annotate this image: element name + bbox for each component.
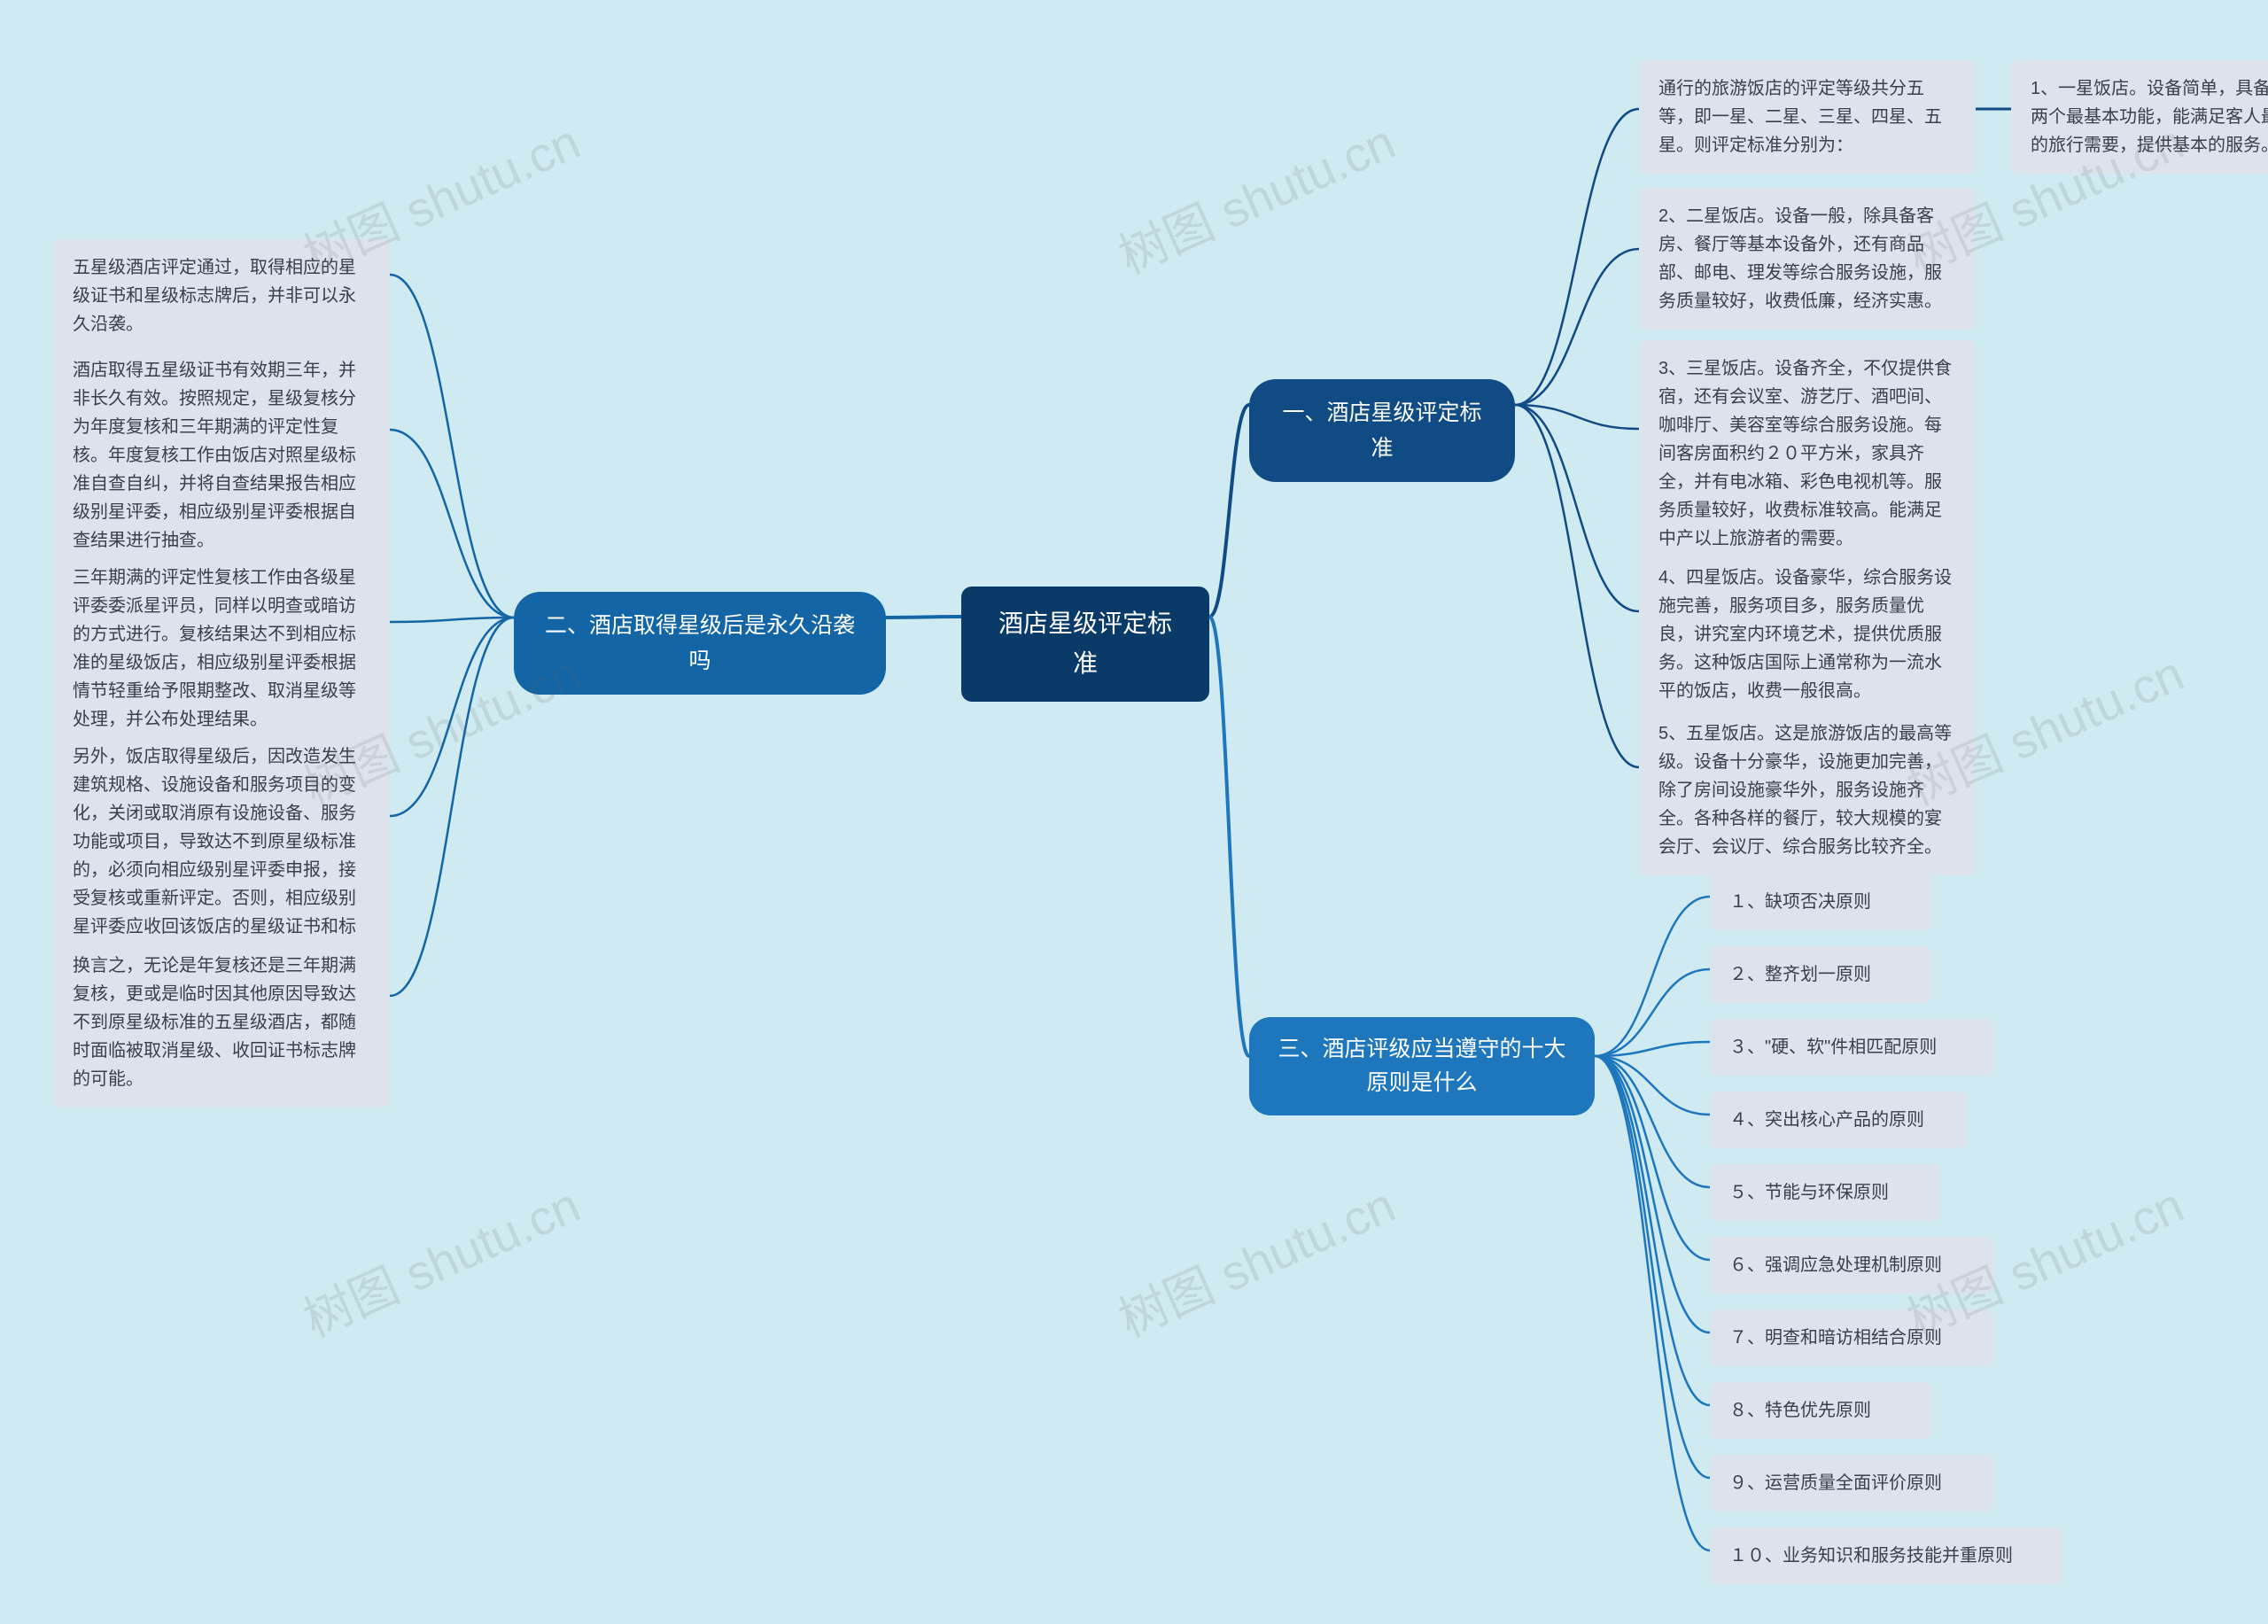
- leaf-node: 酒店取得五星级证书有效期三年，并非长久有效。按照规定，星级复核分为年度复核和三年…: [53, 342, 390, 569]
- root-node: 酒店星级评定标准: [961, 587, 1209, 702]
- leaf-node: 换言之，无论是年复核还是三年期满复核，更或是临时因其他原因导致达不到原星级标准的…: [53, 937, 390, 1107]
- leaf-node: 通行的旅游饭店的评定等级共分五等，即一星、二星、三星、四星、五星。则评定标准分别…: [1639, 60, 1976, 174]
- leaf-node: １０、业务知识和服务技能并重原则: [1710, 1527, 2062, 1584]
- leaf-node: ３、"硬、软"件相匹配原则: [1710, 1019, 1993, 1076]
- leaf-node: ６、强调应急处理机制原则: [1710, 1237, 1993, 1294]
- branch-node-b2: 二、酒店取得星级后是永久沿袭吗: [514, 592, 886, 695]
- leaf-node: 5、五星饭店。这是旅游饭店的最高等级。设备十分豪华，设施更加完善，除了房间设施豪…: [1639, 705, 1976, 875]
- leaf-node: ８、特色优先原则: [1710, 1382, 1931, 1439]
- watermark: 树图 shutu.cn: [1106, 1166, 1404, 1351]
- leaf-node: 4、四星饭店。设备豪华，综合服务设施完善，服务项目多，服务质量优良，讲究室内环境…: [1639, 549, 1976, 719]
- leaf-node: 1、一星饭店。设备简单，具备食、宿两个最基本功能，能满足客人最简单的旅行需要，提…: [2011, 60, 2268, 174]
- leaf-node: ２、整齐划一原则: [1710, 946, 1931, 1003]
- leaf-node: ４、突出核心产品的原则: [1710, 1092, 1967, 1148]
- watermark: 树图 shutu.cn: [291, 1166, 589, 1351]
- leaf-node: 3、三星饭店。设备齐全，不仅提供食宿，还有会议室、游艺厅、酒吧间、咖啡厅、美容室…: [1639, 340, 1976, 567]
- leaf-node: 三年期满的评定性复核工作由各级星评委委派星评员，同样以明查或暗访的方式进行。复核…: [53, 549, 390, 748]
- leaf-node: ５、节能与环保原则: [1710, 1164, 1940, 1221]
- leaf-node: 2、二星饭店。设备一般，除具备客房、餐厅等基本设备外，还有商品部、邮电、理发等综…: [1639, 188, 1976, 330]
- leaf-node: ７、明查和暗访相结合原则: [1710, 1309, 1993, 1366]
- leaf-node: １、缺项否决原则: [1710, 874, 1931, 930]
- leaf-node: ９、运营质量全面评价原则: [1710, 1455, 1993, 1511]
- branch-node-b1: 一、酒店星级评定标准: [1249, 379, 1515, 482]
- watermark: 树图 shutu.cn: [1106, 103, 1404, 288]
- branch-node-b3: 三、酒店评级应当遵守的十大原则是什么: [1249, 1017, 1595, 1115]
- leaf-node: 五星级酒店评定通过，取得相应的星级证书和星级标志牌后，并非可以永久沿袭。: [53, 239, 390, 353]
